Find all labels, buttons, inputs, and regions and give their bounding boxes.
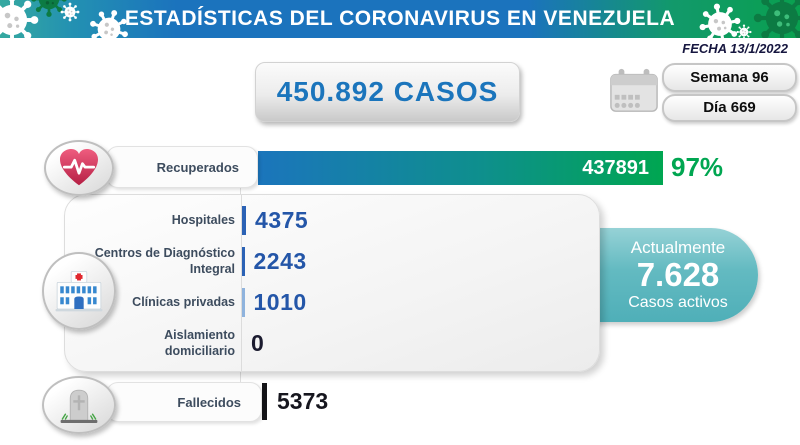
day-badge: Día 669 <box>662 94 797 122</box>
care-row-home-isolation: Aislamiento domiciliario 0 <box>65 328 599 359</box>
calendar-icon <box>610 68 658 112</box>
home-isolation-label: Aislamiento domiciliario <box>164 328 235 358</box>
recovered-percent: 97% <box>671 152 724 182</box>
care-row-private-clinics: Clínicas privadas 1010 <box>65 288 599 318</box>
home-isolation-value: 0 <box>251 330 265 357</box>
care-locations-badge <box>42 252 116 330</box>
hospitals-bar <box>242 206 247 236</box>
week-badge: Semana 96 <box>662 63 797 92</box>
date-label: FECHA 13/1/2022 <box>682 41 788 56</box>
care-row-cdi: Centros de Diagnóstico Integral 2243 <box>65 246 599 277</box>
private-clinics-label: Clínicas privadas <box>132 295 235 310</box>
active-cases-subcaption: Casos activos <box>628 293 728 311</box>
care-locations-panel: Hospitales 4375 Centros de Diagnóstico I… <box>64 194 600 372</box>
hospitals-value: 4375 <box>255 207 309 234</box>
deaths-label: Fallecidos <box>106 382 262 422</box>
page-title: ESTADÍSTICAS DEL CORONAVIRUS EN VENEZUEL… <box>124 7 676 30</box>
active-cases-badge: Actualmente 7.628 Casos activos <box>560 228 758 322</box>
active-cases-caption: Actualmente <box>630 237 726 257</box>
tombstone-icon <box>60 389 98 424</box>
recovered-label: Recuperados <box>106 146 258 188</box>
cdi-value: 2243 <box>253 248 307 275</box>
deaths-badge <box>42 376 116 434</box>
deaths-bar <box>262 383 267 420</box>
cdi-label: Centros de Diagnóstico Integral <box>94 246 235 276</box>
care-row-hospitals: Hospitales 4375 <box>65 206 599 236</box>
hospitals-label: Hospitales <box>171 213 235 228</box>
private-clinics-bar <box>242 288 245 318</box>
private-clinics-value: 1010 <box>253 289 307 316</box>
deaths-value: 5373 <box>277 388 329 414</box>
total-cases-box: 450.892 CASOS <box>255 62 520 122</box>
recovered-badge <box>44 140 114 196</box>
header-banner: ESTADÍSTICAS DEL CORONAVIRUS EN VENEZUEL… <box>0 0 800 38</box>
recovered-bar: 437891 <box>258 151 663 185</box>
hospital-icon <box>55 271 103 312</box>
active-cases-value: 7.628 <box>636 256 720 294</box>
heart-pulse-icon <box>60 149 98 186</box>
cdi-bar <box>242 247 245 277</box>
recovered-value: 437891 <box>582 156 649 179</box>
panel-axis-line <box>241 195 242 371</box>
